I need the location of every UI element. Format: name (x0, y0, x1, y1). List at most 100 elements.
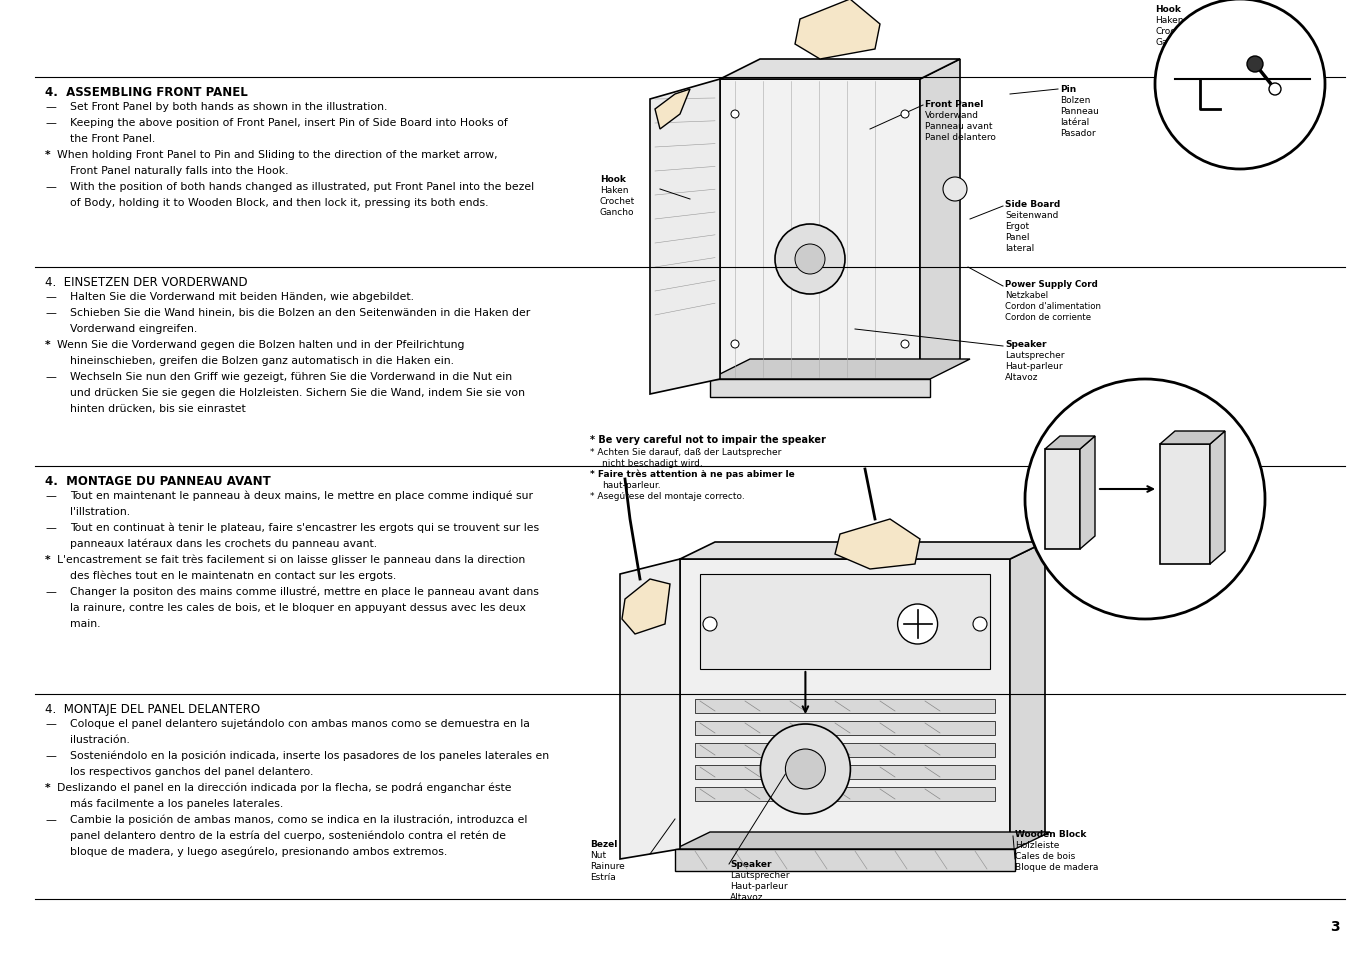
Text: *: * (45, 782, 51, 792)
Text: Speaker: Speaker (1005, 339, 1047, 349)
Polygon shape (695, 787, 995, 801)
Text: —: — (45, 292, 56, 302)
Text: Schieben Sie die Wand hinein, bis die Bolzen an den Seitenwänden in die Haken de: Schieben Sie die Wand hinein, bis die Bo… (70, 308, 530, 317)
Circle shape (1269, 84, 1280, 96)
Text: L'encastrement se fait très facilement si on laisse glisser le panneau dans la d: L'encastrement se fait très facilement s… (57, 555, 526, 565)
Circle shape (732, 340, 738, 349)
Text: nicht beschadigt wird.: nicht beschadigt wird. (602, 458, 703, 468)
Circle shape (794, 245, 824, 274)
Polygon shape (676, 849, 1016, 871)
Text: Keeping the above position of Front Panel, insert Pin of Side Board into Hooks o: Keeping the above position of Front Pane… (70, 118, 508, 128)
Polygon shape (680, 559, 1010, 849)
Text: Haken: Haken (1155, 16, 1183, 25)
Polygon shape (620, 559, 680, 859)
Text: 4.  ASSEMBLING FRONT PANEL: 4. ASSEMBLING FRONT PANEL (45, 86, 248, 99)
Text: 4.  MONTAJE DEL PANEL DELANTERO: 4. MONTAJE DEL PANEL DELANTERO (45, 702, 261, 716)
Text: Front Panel naturally falls into the Hook.: Front Panel naturally falls into the Hoo… (70, 166, 288, 175)
Text: —: — (45, 719, 56, 728)
Polygon shape (680, 542, 1046, 559)
Text: Cambie la posición de ambas manos, como se indica en la ilustración, introduzca : Cambie la posición de ambas manos, como … (70, 814, 527, 824)
Text: Halten Sie die Vorderwand mit beiden Händen, wie abgebildet.: Halten Sie die Vorderwand mit beiden Hän… (70, 292, 414, 302)
Text: Bolzen: Bolzen (1061, 96, 1091, 105)
Text: Vorderwand eingreifen.: Vorderwand eingreifen. (70, 324, 198, 334)
Text: lateral: lateral (1005, 244, 1035, 253)
Text: Side Board: Side Board (1005, 200, 1061, 209)
Polygon shape (710, 379, 930, 397)
Polygon shape (1046, 450, 1080, 550)
Text: Cordon d'alimentation: Cordon d'alimentation (1005, 302, 1102, 311)
Text: Changer la positon des mains comme illustré, mettre en place le panneau avant da: Changer la positon des mains comme illus… (70, 586, 539, 597)
Polygon shape (1160, 432, 1224, 444)
Text: Panel delantero: Panel delantero (925, 132, 996, 142)
Text: bloque de madera, y luego asegúrelo, presionando ambos extremos.: bloque de madera, y luego asegúrelo, pre… (70, 846, 448, 857)
Circle shape (1025, 379, 1265, 619)
Text: Wooden Block: Wooden Block (1016, 829, 1087, 838)
Text: Seitenwand: Seitenwand (1005, 211, 1058, 220)
Text: main.: main. (70, 618, 101, 628)
Text: Holzleiste: Holzleiste (1016, 841, 1059, 849)
Polygon shape (1080, 436, 1095, 550)
Text: Ergot: Ergot (1005, 222, 1029, 231)
Text: Cales de bois: Cales de bois (1016, 851, 1076, 861)
Polygon shape (695, 700, 995, 713)
Text: Nut: Nut (590, 850, 606, 859)
Circle shape (760, 724, 850, 814)
Text: Panel: Panel (1005, 233, 1029, 242)
Text: Cordon de corriente: Cordon de corriente (1005, 313, 1091, 322)
Text: When holding Front Panel to Pin and Sliding to the direction of the market arrow: When holding Front Panel to Pin and Slid… (57, 150, 498, 160)
Text: * Faire très attention à ne pas abimer le: * Faire très attention à ne pas abimer l… (590, 470, 794, 479)
Text: Coloque el panel delantero sujetándolo con ambas manos como se demuestra en la: Coloque el panel delantero sujetándolo c… (70, 719, 530, 729)
Text: Gancho: Gancho (1155, 38, 1189, 47)
Text: Tout en maintenant le panneau à deux mains, le mettre en place comme indiqué sur: Tout en maintenant le panneau à deux mai… (70, 491, 532, 501)
Polygon shape (676, 832, 1050, 849)
Polygon shape (695, 743, 995, 758)
Circle shape (973, 618, 987, 631)
Text: Netzkabel: Netzkabel (1005, 291, 1048, 299)
Text: —: — (45, 586, 56, 597)
Polygon shape (719, 80, 920, 379)
Text: With the position of both hands changed as illustrated, put Front Panel into the: With the position of both hands changed … (70, 182, 534, 192)
Text: Altavoz: Altavoz (730, 892, 763, 901)
Text: 3: 3 (1331, 919, 1340, 933)
Polygon shape (1160, 444, 1209, 564)
Circle shape (785, 749, 826, 789)
Text: *: * (45, 339, 51, 350)
Polygon shape (1046, 436, 1095, 450)
Text: hineinschieben, greifen die Bolzen ganz automatisch in die Haken ein.: hineinschieben, greifen die Bolzen ganz … (70, 355, 455, 366)
Text: latéral: latéral (1061, 118, 1089, 127)
Circle shape (703, 618, 717, 631)
Text: Front Panel: Front Panel (925, 100, 983, 109)
Polygon shape (719, 60, 960, 80)
Text: Bloque de madera: Bloque de madera (1016, 862, 1099, 871)
Text: Altavoz: Altavoz (1005, 373, 1039, 381)
Text: panneaux latéraux dans les crochets du panneau avant.: panneaux latéraux dans les crochets du p… (70, 538, 377, 549)
Circle shape (1248, 57, 1263, 73)
Text: —: — (45, 491, 56, 500)
Text: hinten drücken, bis sie einrastet: hinten drücken, bis sie einrastet (70, 403, 246, 414)
Text: Rainure: Rainure (590, 862, 625, 870)
Text: —: — (45, 372, 56, 381)
Text: Panneau avant: Panneau avant (925, 122, 992, 131)
Text: 4.  MONTAGE DU PANNEAU AVANT: 4. MONTAGE DU PANNEAU AVANT (45, 475, 270, 488)
Polygon shape (920, 60, 960, 379)
Text: —: — (45, 102, 56, 112)
Text: Wenn Sie die Vorderwand gegen die Bolzen halten und in der Pfeilrichtung: Wenn Sie die Vorderwand gegen die Bolzen… (57, 339, 464, 350)
Polygon shape (655, 90, 689, 130)
Text: ilustración.: ilustración. (70, 734, 130, 744)
Text: Crochet: Crochet (601, 196, 635, 206)
Circle shape (1155, 0, 1325, 170)
Polygon shape (1209, 432, 1224, 564)
Text: Bezel: Bezel (590, 840, 617, 848)
Polygon shape (794, 0, 880, 60)
Polygon shape (650, 80, 719, 395)
Text: Wechseln Sie nun den Griff wie gezeigt, führen Sie die Vorderwand in die Nut ein: Wechseln Sie nun den Griff wie gezeigt, … (70, 372, 512, 381)
Polygon shape (622, 579, 670, 635)
Text: des flèches tout en le maintenatn en contact sur les ergots.: des flèches tout en le maintenatn en con… (70, 571, 396, 581)
Text: Haken: Haken (601, 186, 628, 194)
Circle shape (901, 340, 909, 349)
Text: * Asegúrese del montaje correcto.: * Asegúrese del montaje correcto. (590, 492, 745, 500)
Text: Deslizando el panel en la dirección indicada por la flecha, se podrá enganchar é: Deslizando el panel en la dirección indi… (57, 782, 512, 793)
Text: Crochet: Crochet (1155, 27, 1190, 36)
Text: —: — (45, 522, 56, 533)
Text: Sosteniéndolo en la posición indicada, inserte los pasadores de los paneles late: Sosteniéndolo en la posición indicada, i… (70, 750, 549, 760)
